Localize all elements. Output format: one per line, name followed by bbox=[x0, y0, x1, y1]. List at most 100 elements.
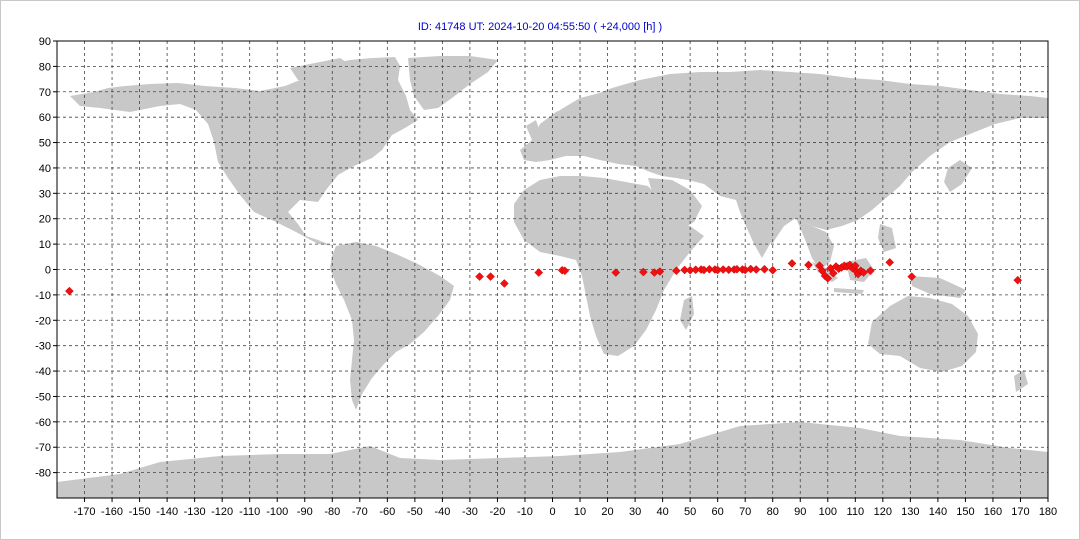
track-marker bbox=[823, 274, 833, 283]
y-tick-label: -20 bbox=[35, 315, 51, 327]
track-marker bbox=[65, 286, 74, 296]
x-tick-label: -70 bbox=[352, 506, 368, 518]
track-marker bbox=[560, 266, 570, 276]
x-tick-label: 140 bbox=[929, 506, 947, 518]
track-marker bbox=[746, 264, 756, 274]
new-zealand bbox=[1014, 370, 1028, 392]
india bbox=[736, 200, 776, 258]
track-marker bbox=[611, 268, 621, 277]
x-tick-label: 60 bbox=[712, 506, 724, 518]
y-tick-label: 10 bbox=[39, 239, 51, 251]
x-tick-label: 50 bbox=[684, 506, 696, 518]
x-tick-label: 90 bbox=[794, 506, 806, 518]
x-tick-label: -10 bbox=[517, 506, 533, 518]
x-tick-label: 170 bbox=[1011, 506, 1029, 518]
y-tick-label: 30 bbox=[39, 188, 51, 200]
track-marker bbox=[486, 272, 495, 281]
x-tick-label: 180 bbox=[1039, 506, 1057, 518]
australia bbox=[868, 296, 978, 372]
x-tick-label: 70 bbox=[739, 506, 751, 518]
y-tick-label: 80 bbox=[39, 61, 51, 73]
track-marker bbox=[499, 279, 509, 288]
x-tick-label: 130 bbox=[901, 506, 919, 518]
x-tick-label: -40 bbox=[434, 506, 450, 518]
y-tick-label: -70 bbox=[35, 442, 51, 454]
x-tick-label: 110 bbox=[847, 506, 865, 518]
track-marker bbox=[768, 265, 778, 275]
y-tick-label: 50 bbox=[39, 138, 51, 150]
greenland bbox=[408, 56, 498, 110]
track-marker bbox=[866, 266, 875, 276]
track-marker bbox=[732, 264, 742, 274]
track-marker bbox=[705, 264, 714, 274]
arctic-islands bbox=[290, 58, 352, 82]
track-marker bbox=[804, 260, 813, 270]
y-tick-label: 60 bbox=[39, 112, 51, 124]
x-tick-label: -80 bbox=[324, 506, 340, 518]
x-tick-label: 160 bbox=[984, 506, 1002, 518]
track-marker bbox=[680, 265, 689, 275]
british-isles bbox=[526, 120, 540, 140]
x-tick-label: -170 bbox=[74, 506, 96, 518]
x-tick-label: -30 bbox=[462, 506, 478, 518]
track-marker bbox=[718, 265, 728, 274]
madagascar bbox=[680, 296, 694, 330]
x-tick-label: -120 bbox=[211, 506, 233, 518]
x-tick-label: -140 bbox=[156, 506, 178, 518]
y-tick-label: -50 bbox=[35, 391, 51, 403]
x-tick-label: 100 bbox=[819, 506, 837, 518]
x-tick-label: 80 bbox=[767, 506, 779, 518]
track-marker bbox=[907, 272, 917, 281]
x-tick-label: -20 bbox=[489, 506, 505, 518]
track-marker bbox=[859, 268, 868, 277]
java bbox=[834, 288, 864, 294]
map-title: ID: 41748 UT: 2024-10-20 04:55:50 ( +24,… bbox=[417, 21, 663, 33]
arabia bbox=[648, 178, 702, 230]
scandinavia bbox=[560, 92, 616, 128]
x-tick-label: -50 bbox=[407, 506, 423, 518]
y-tick-label: 90 bbox=[39, 36, 51, 48]
x-tick-label: 0 bbox=[549, 506, 555, 518]
y-tick-label: -10 bbox=[35, 290, 51, 302]
object-track-markers bbox=[65, 258, 1023, 296]
x-axis-ticks: -170 -160 -150 -140 -130 -120 -110 -100 -90 -80 -7… bbox=[74, 498, 1057, 518]
track-marker bbox=[885, 258, 895, 267]
x-tick-label: 20 bbox=[601, 506, 613, 518]
track-marker bbox=[828, 268, 838, 278]
y-tick-label: 40 bbox=[39, 163, 51, 175]
y-tick-label: -80 bbox=[35, 468, 51, 480]
x-tick-label: -130 bbox=[184, 506, 206, 518]
africa bbox=[514, 176, 704, 356]
y-tick-label: -30 bbox=[35, 341, 51, 353]
alaska-west bbox=[70, 92, 100, 108]
x-tick-label: 40 bbox=[656, 506, 668, 518]
y-axis-ticks: 90 80 70 60 50 40 30 20 10 0 -10 -20 -30 -40 -50 -60 -70… bbox=[35, 36, 57, 480]
track-marker bbox=[1013, 275, 1023, 285]
track-marker bbox=[751, 265, 761, 274]
track-marker bbox=[672, 266, 681, 276]
track-marker bbox=[760, 264, 769, 274]
y-tick-label: -40 bbox=[35, 366, 51, 378]
y-tick-label: 70 bbox=[39, 87, 51, 99]
y-tick-label: 20 bbox=[39, 214, 51, 226]
grid-lines bbox=[57, 41, 1048, 498]
y-tick-label: -60 bbox=[35, 417, 51, 429]
track-marker bbox=[475, 272, 484, 281]
x-tick-label: 120 bbox=[874, 506, 892, 518]
x-tick-label: 150 bbox=[956, 506, 974, 518]
x-tick-label: -150 bbox=[129, 506, 151, 518]
track-marker bbox=[787, 259, 797, 268]
x-tick-label: -100 bbox=[266, 506, 288, 518]
eurasia bbox=[520, 70, 1048, 244]
track-marker bbox=[638, 267, 648, 277]
x-tick-label: -160 bbox=[101, 506, 123, 518]
y-tick-label: 0 bbox=[45, 265, 51, 277]
x-tick-label: 30 bbox=[629, 506, 641, 518]
x-tick-label: -90 bbox=[297, 506, 313, 518]
x-tick-label: 10 bbox=[574, 506, 586, 518]
track-marker bbox=[534, 268, 544, 277]
x-tick-label: -60 bbox=[379, 506, 395, 518]
track-marker bbox=[655, 267, 665, 276]
south-america bbox=[330, 242, 454, 410]
